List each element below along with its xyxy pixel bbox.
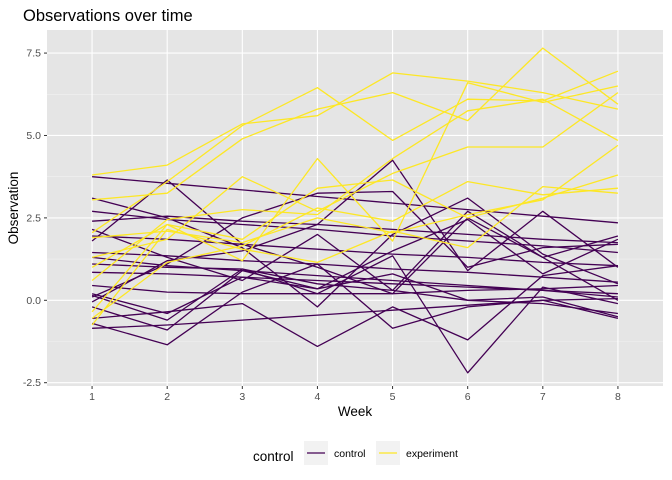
series-line-experiment	[92, 72, 619, 176]
y-tick-label: -2.5	[23, 377, 41, 389]
series-line-control	[92, 251, 618, 283]
x-axis-title: Week	[338, 404, 373, 419]
y-tick-label: 7.5	[26, 48, 41, 60]
x-tick-label: 4	[315, 391, 321, 403]
y-axis: -2.5 0.0 2.5 5.0 7.5	[23, 48, 47, 389]
series-line-control	[92, 210, 618, 254]
x-tick-label: 6	[465, 391, 471, 403]
series-line-experiment	[92, 144, 619, 244]
series-line-control	[92, 284, 618, 295]
x-tick-label: 7	[540, 391, 546, 403]
chart-title: Observations over time	[23, 7, 193, 25]
legend-label: experiment	[406, 448, 458, 460]
series-line-control	[92, 265, 618, 348]
x-tick-label: 8	[615, 391, 621, 403]
series-line-control	[92, 263, 618, 315]
series-line-control	[92, 271, 618, 295]
legend-label: control	[334, 448, 366, 460]
legend: control control experiment	[253, 441, 458, 465]
x-tick-label: 1	[89, 391, 95, 403]
series-line-experiment	[91, 180, 618, 319]
series-line-control	[91, 273, 619, 318]
series-line-control	[92, 235, 618, 267]
series-line-experiment	[91, 82, 619, 268]
legend-title: control	[253, 449, 294, 464]
x-axis: 1 2 3 4 5 6 7 8	[89, 386, 621, 403]
series-line-experiment	[91, 92, 619, 259]
series-lines	[91, 47, 619, 374]
y-tick-label: 0.0	[26, 295, 41, 307]
y-tick-label: 5.0	[26, 130, 41, 142]
plot-panel	[47, 30, 663, 386]
x-tick-label: 3	[239, 391, 245, 403]
series-line-experiment	[91, 98, 619, 282]
x-tick-label: 5	[390, 391, 396, 403]
series-line-control	[92, 297, 618, 329]
series-line-experiment	[92, 47, 619, 201]
series-line-control	[91, 210, 619, 301]
series-line-control	[91, 218, 619, 331]
x-tick-label: 2	[164, 391, 170, 403]
series-line-experiment	[91, 174, 619, 313]
series-line-control	[92, 215, 618, 244]
y-axis-title: Observation	[6, 172, 21, 245]
y-tick-label: 2.5	[26, 212, 41, 224]
